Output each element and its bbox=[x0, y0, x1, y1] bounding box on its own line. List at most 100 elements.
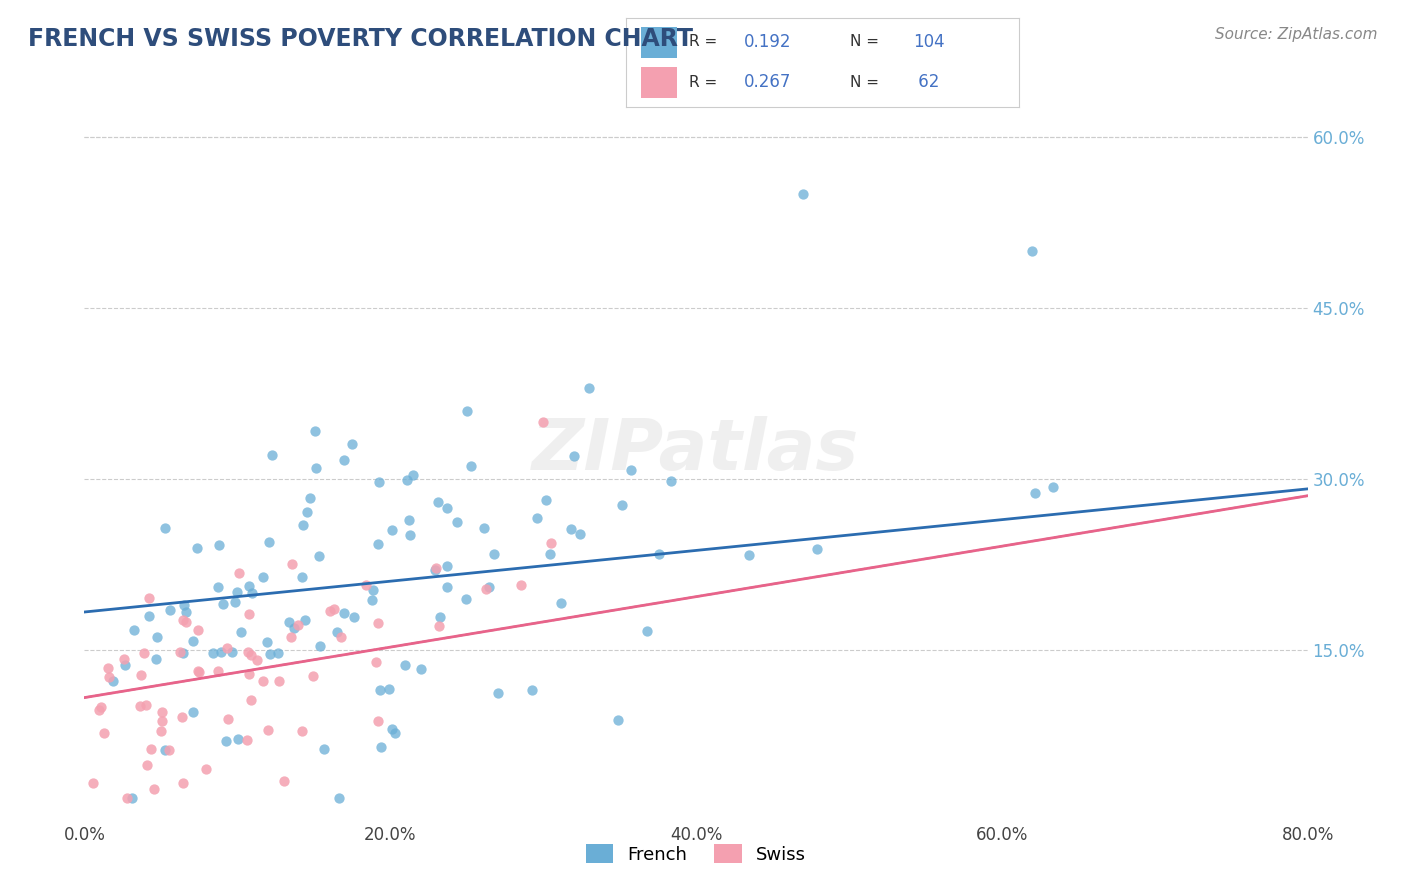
Point bbox=[228, 566, 250, 580]
Point bbox=[560, 522, 582, 536]
Point bbox=[224, 595, 246, 609]
Point bbox=[238, 579, 260, 593]
Point bbox=[186, 541, 208, 555]
Point bbox=[399, 528, 422, 542]
Point bbox=[367, 616, 389, 631]
Text: Source: ZipAtlas.com: Source: ZipAtlas.com bbox=[1215, 27, 1378, 42]
Point bbox=[238, 666, 260, 681]
Point bbox=[290, 569, 312, 583]
Point bbox=[97, 670, 120, 684]
Point bbox=[486, 686, 509, 700]
Point bbox=[124, 623, 146, 637]
Point bbox=[370, 740, 392, 755]
Point bbox=[304, 424, 326, 438]
Point bbox=[328, 790, 350, 805]
Point bbox=[409, 662, 432, 676]
Point bbox=[207, 581, 229, 595]
Point bbox=[330, 630, 353, 644]
Point bbox=[319, 604, 342, 618]
Point bbox=[93, 726, 115, 740]
Point bbox=[209, 645, 232, 659]
Point bbox=[172, 613, 194, 627]
Legend: French, Swiss: French, Swiss bbox=[579, 837, 813, 871]
Point bbox=[115, 790, 138, 805]
Point bbox=[128, 698, 150, 713]
Point bbox=[456, 403, 478, 417]
Point bbox=[214, 734, 236, 748]
Point bbox=[531, 415, 554, 429]
Text: ZIPatlas: ZIPatlas bbox=[533, 416, 859, 485]
Point bbox=[294, 613, 316, 627]
Point bbox=[436, 580, 458, 594]
Point bbox=[343, 609, 366, 624]
Point bbox=[150, 705, 173, 719]
Point bbox=[207, 664, 229, 678]
Point bbox=[172, 647, 194, 661]
Point bbox=[87, 703, 110, 717]
Point bbox=[578, 381, 600, 395]
Point bbox=[475, 582, 498, 596]
Point bbox=[367, 714, 389, 728]
Point bbox=[153, 521, 176, 535]
Point bbox=[425, 560, 447, 574]
Point bbox=[564, 450, 586, 464]
Point bbox=[301, 669, 323, 683]
Point bbox=[169, 645, 191, 659]
Point bbox=[446, 515, 468, 529]
Point bbox=[97, 660, 120, 674]
Point bbox=[260, 448, 283, 462]
Point bbox=[240, 586, 263, 600]
Point bbox=[550, 596, 572, 610]
Point bbox=[229, 625, 252, 640]
Point bbox=[267, 647, 290, 661]
Point bbox=[138, 609, 160, 624]
Point bbox=[636, 624, 658, 638]
Point bbox=[101, 674, 124, 689]
Point bbox=[280, 631, 302, 645]
Point bbox=[333, 452, 356, 467]
Point bbox=[427, 495, 450, 509]
Point bbox=[1042, 480, 1064, 494]
Point bbox=[226, 731, 249, 746]
Point bbox=[482, 547, 505, 561]
Point bbox=[195, 762, 218, 776]
Text: 0.192: 0.192 bbox=[744, 33, 792, 51]
Point bbox=[172, 776, 194, 790]
Point bbox=[146, 630, 169, 644]
Point bbox=[367, 537, 389, 551]
Point bbox=[187, 623, 209, 637]
Point bbox=[257, 534, 280, 549]
Point bbox=[283, 621, 305, 635]
Point bbox=[129, 668, 152, 682]
Point bbox=[112, 651, 135, 665]
Point bbox=[356, 578, 378, 592]
Point bbox=[361, 592, 384, 607]
Point bbox=[82, 776, 104, 790]
Point bbox=[792, 187, 814, 202]
Point bbox=[520, 682, 543, 697]
Point bbox=[364, 655, 387, 669]
Point bbox=[170, 709, 193, 723]
Point bbox=[436, 558, 458, 573]
Point bbox=[135, 698, 157, 712]
Point bbox=[174, 605, 197, 619]
Point bbox=[534, 493, 557, 508]
Point bbox=[398, 513, 420, 527]
Point bbox=[429, 610, 451, 624]
Point bbox=[186, 664, 208, 678]
Point bbox=[620, 463, 643, 477]
Point bbox=[201, 646, 224, 660]
Point bbox=[132, 647, 155, 661]
Point bbox=[381, 722, 404, 736]
Point bbox=[252, 570, 274, 584]
Point bbox=[472, 521, 495, 535]
Point bbox=[236, 645, 259, 659]
Point bbox=[159, 603, 181, 617]
Point bbox=[538, 547, 561, 561]
Point bbox=[215, 640, 238, 655]
Point bbox=[568, 527, 591, 541]
Point bbox=[277, 615, 299, 630]
Point bbox=[240, 648, 263, 663]
Point bbox=[367, 475, 389, 489]
Text: R =: R = bbox=[689, 75, 717, 89]
